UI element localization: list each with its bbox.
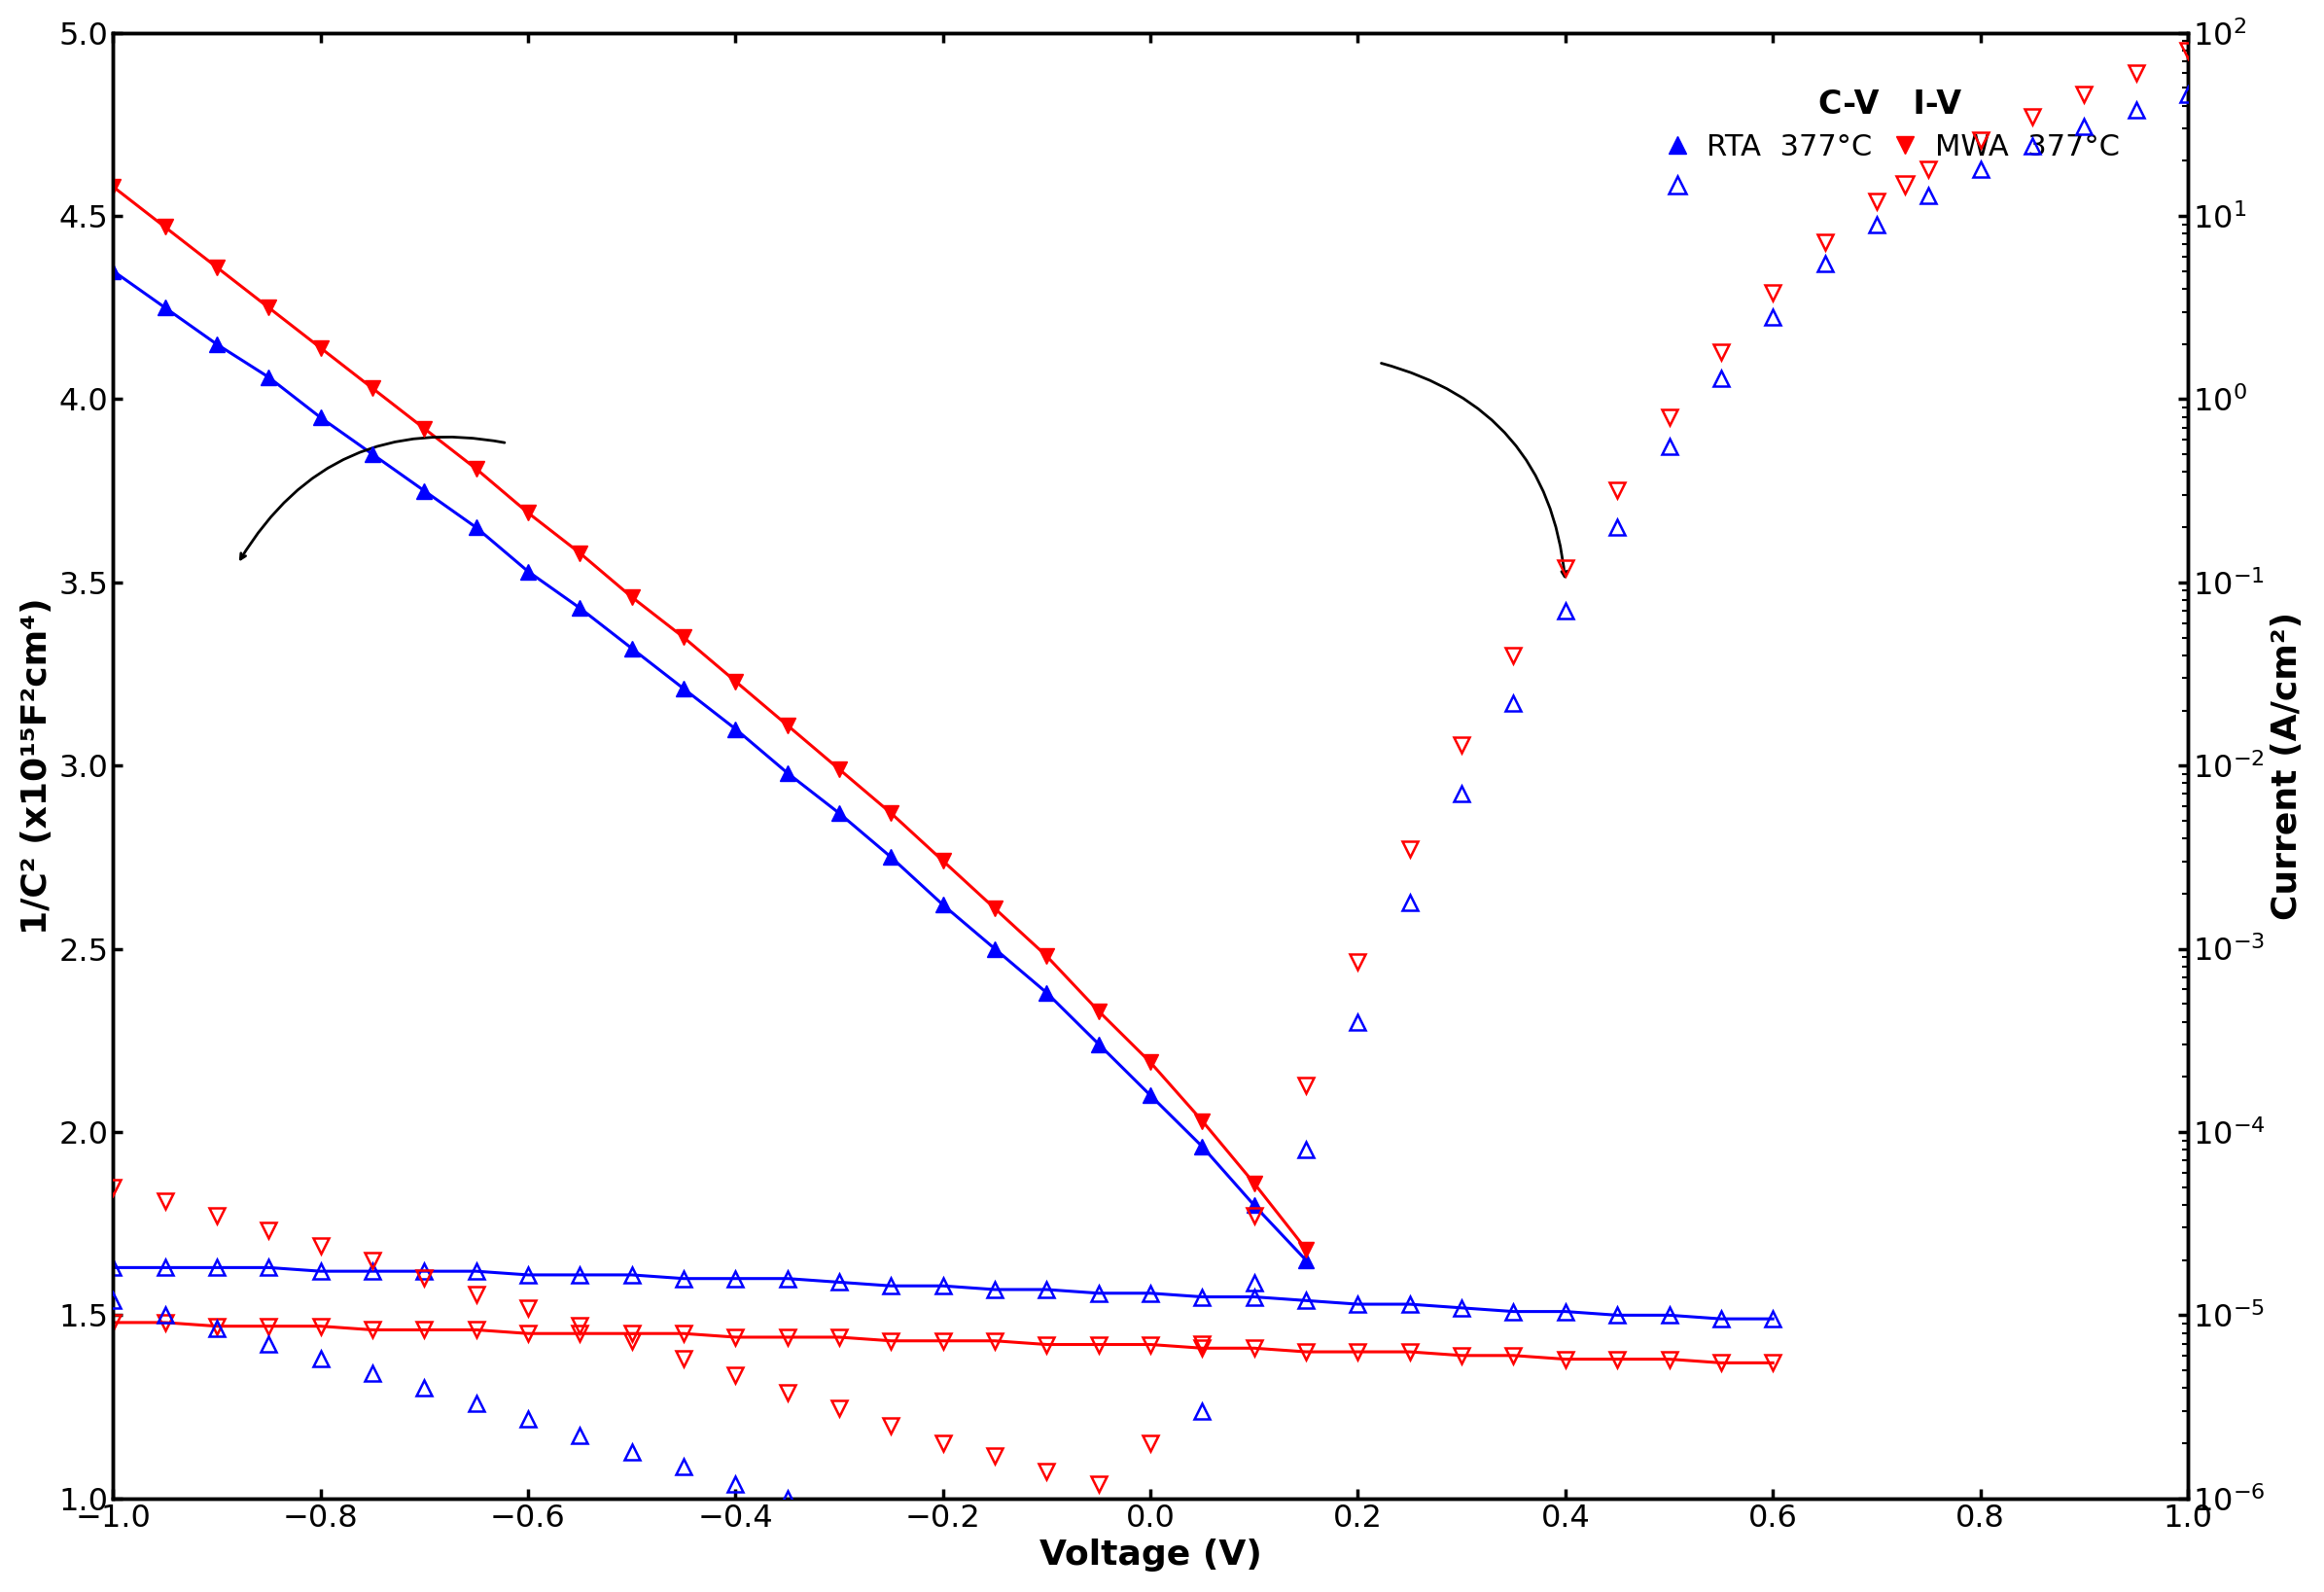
Legend: RTA  377°C, RTA  377°C, MWA  377°C, MWA  377°C: RTA 377°C, RTA 377°C, MWA 377°C, MWA 377…	[1648, 76, 2131, 213]
Y-axis label: Current (A/cm²): Current (A/cm²)	[2271, 611, 2303, 920]
X-axis label: Voltage (V): Voltage (V)	[1039, 1539, 1262, 1571]
Y-axis label: 1/C² (x10¹⁵F²cm⁴): 1/C² (x10¹⁵F²cm⁴)	[21, 597, 53, 935]
